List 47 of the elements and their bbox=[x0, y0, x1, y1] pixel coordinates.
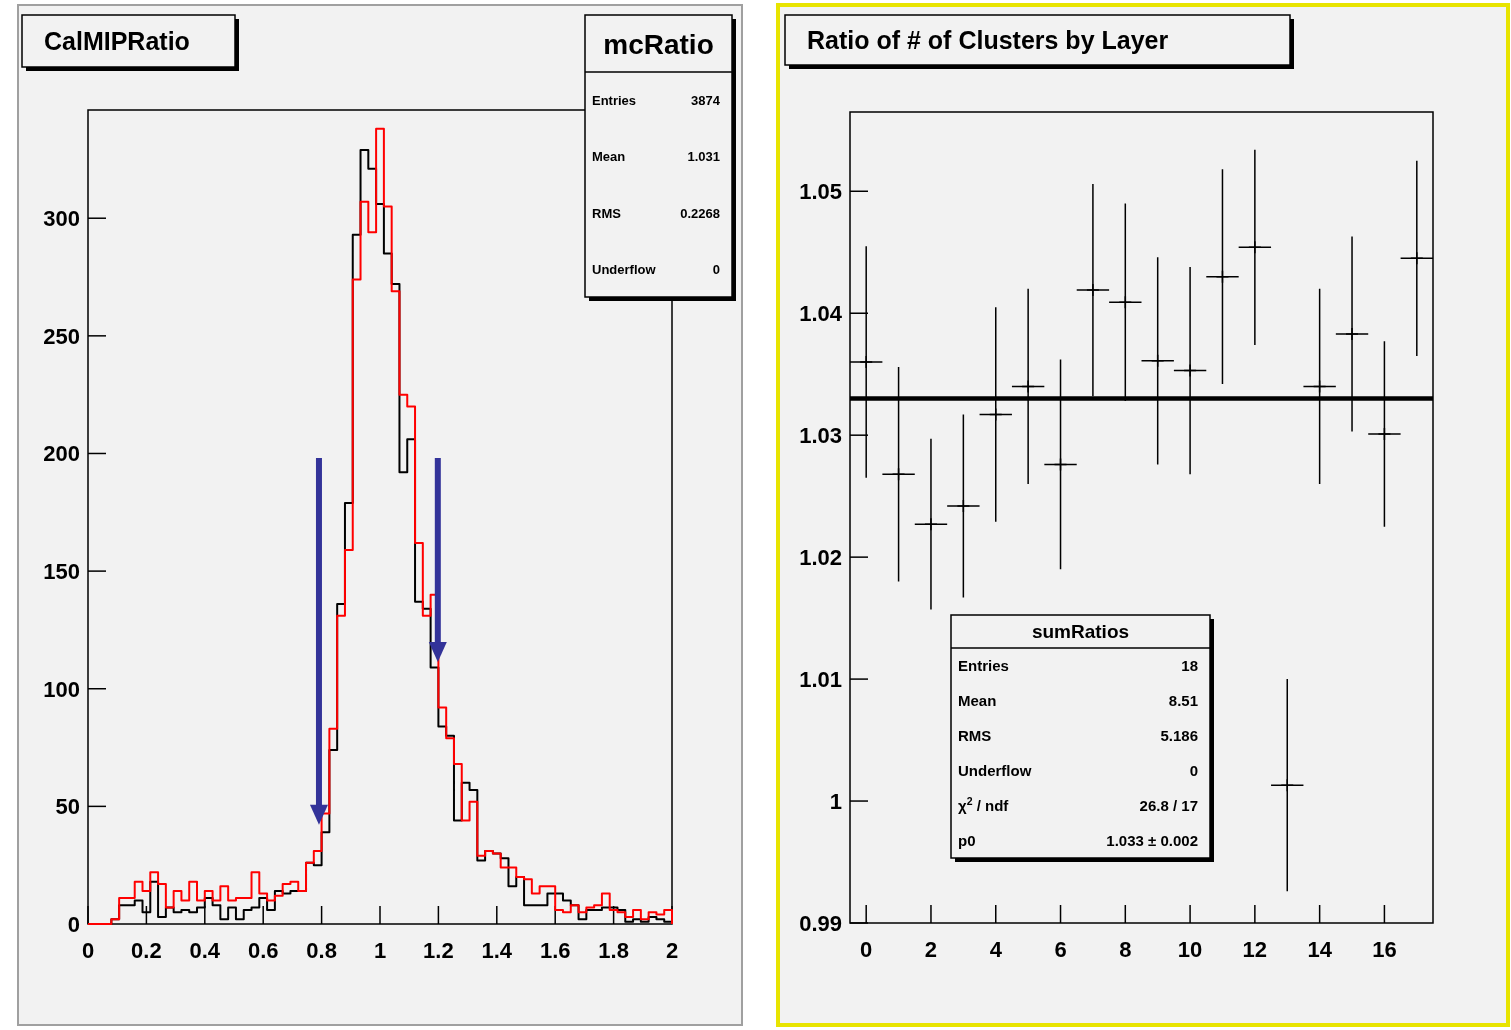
y-tick-label: 250 bbox=[43, 323, 80, 349]
y-tick-label: 200 bbox=[43, 441, 80, 467]
x-tick-label: 1.4 bbox=[481, 938, 513, 963]
x-tick-label: 8 bbox=[1119, 937, 1132, 962]
text: Mean 1.031 bbox=[592, 149, 720, 165]
y-tick-label: 50 bbox=[55, 794, 80, 820]
x-tick-label: 0.2 bbox=[131, 938, 162, 963]
chart-title: Ratio of # of Clusters by Layer bbox=[807, 26, 1169, 54]
x-tick-label: 1.2 bbox=[423, 938, 454, 963]
x-tick-label: 6 bbox=[1054, 937, 1067, 962]
y-tick-label: 1 bbox=[829, 789, 842, 815]
text: Underflow 0 bbox=[592, 261, 720, 277]
x-tick-label: 1.8 bbox=[598, 938, 629, 963]
y-tick-label: 300 bbox=[43, 206, 80, 232]
y-tick-label: 1.03 bbox=[799, 423, 842, 449]
text: p0 1.033 ± 0.002 bbox=[958, 831, 1198, 849]
annotation: sumRatios bbox=[1031, 621, 1130, 643]
x-tick-label: 2 bbox=[665, 938, 679, 963]
y-tick-label: 1.05 bbox=[799, 179, 842, 205]
x-tick-label: 0.8 bbox=[306, 938, 337, 963]
chart-title: CalMIPRatio bbox=[44, 27, 190, 55]
text: Entries 18 bbox=[958, 656, 1198, 674]
x-tick-label: 16 bbox=[1372, 937, 1397, 962]
y-tick-label: 1.01 bbox=[799, 667, 842, 693]
x-tick-label: 10 bbox=[1177, 937, 1203, 962]
x-tick-label: 0.6 bbox=[247, 938, 279, 963]
y-tick-label: 150 bbox=[43, 559, 80, 585]
text: RMS 0.2268 bbox=[592, 205, 720, 221]
text: Entries 3874 bbox=[592, 93, 720, 109]
text: RMS 5.186 bbox=[958, 726, 1198, 744]
x-tick-label: 12 bbox=[1242, 937, 1268, 962]
y-tick-label: 1.02 bbox=[799, 545, 842, 571]
x-tick-label: 14 bbox=[1307, 937, 1333, 962]
y-tick-label: 100 bbox=[43, 676, 80, 702]
x-tick-label: 0.4 bbox=[189, 938, 221, 963]
x-tick-label: 0 bbox=[860, 937, 873, 962]
text: Underflow 0 bbox=[958, 761, 1198, 779]
text: mcRatio bbox=[603, 28, 714, 60]
x-tick-label: 1 bbox=[373, 938, 387, 963]
y-tick-label: 0.99 bbox=[799, 911, 842, 936]
x-tick-label: 4 bbox=[989, 937, 1003, 962]
y-tick-label: 0 bbox=[67, 912, 80, 937]
x-tick-label: 1.6 bbox=[539, 938, 571, 963]
y-tick-label: 1.04 bbox=[799, 301, 843, 327]
text: χ$^{2}$ / ndf 26.8 / 17 bbox=[958, 794, 1198, 814]
text: Mean 8.51 bbox=[958, 691, 1198, 709]
x-tick-label: 2 bbox=[924, 937, 938, 962]
